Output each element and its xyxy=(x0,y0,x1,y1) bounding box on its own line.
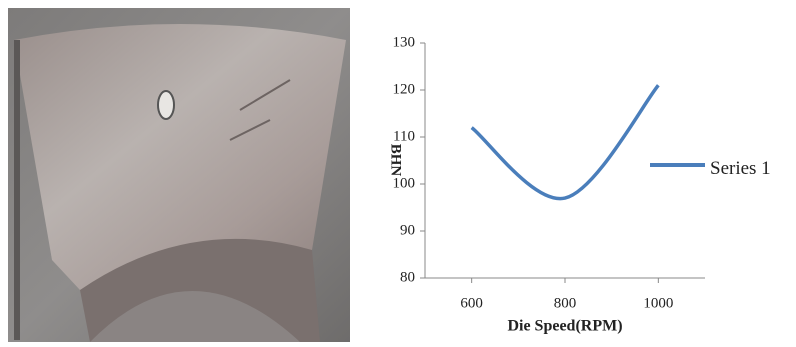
y-tick-label: 110 xyxy=(393,128,415,144)
x-tick-label: 800 xyxy=(554,295,577,311)
y-axis-title: BHN xyxy=(388,144,404,177)
y-tick-label: 90 xyxy=(400,222,415,238)
y-tick-label: 130 xyxy=(393,34,416,50)
y-tick-label: 120 xyxy=(393,81,416,97)
x-axis-title: Die Speed(RPM) xyxy=(507,318,622,335)
x-tick-label: 1000 xyxy=(643,295,673,311)
y-tick-label: 80 xyxy=(400,269,415,285)
photo xyxy=(8,8,350,342)
series-line xyxy=(470,84,660,201)
y-tick-label: 100 xyxy=(393,175,416,191)
legend-swatch xyxy=(650,163,705,167)
x-tick-label: 600 xyxy=(460,295,483,311)
legend-label: Series 1 xyxy=(710,158,771,179)
